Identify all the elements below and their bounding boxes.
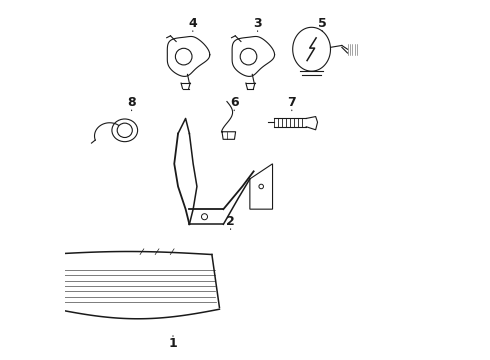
Text: 2: 2: [226, 215, 235, 228]
Text: 4: 4: [189, 17, 197, 30]
Text: 6: 6: [230, 96, 239, 109]
Text: 1: 1: [169, 337, 177, 350]
Text: 7: 7: [288, 96, 296, 109]
Text: 8: 8: [127, 96, 136, 109]
Text: 3: 3: [253, 17, 262, 30]
Text: 5: 5: [318, 17, 327, 30]
